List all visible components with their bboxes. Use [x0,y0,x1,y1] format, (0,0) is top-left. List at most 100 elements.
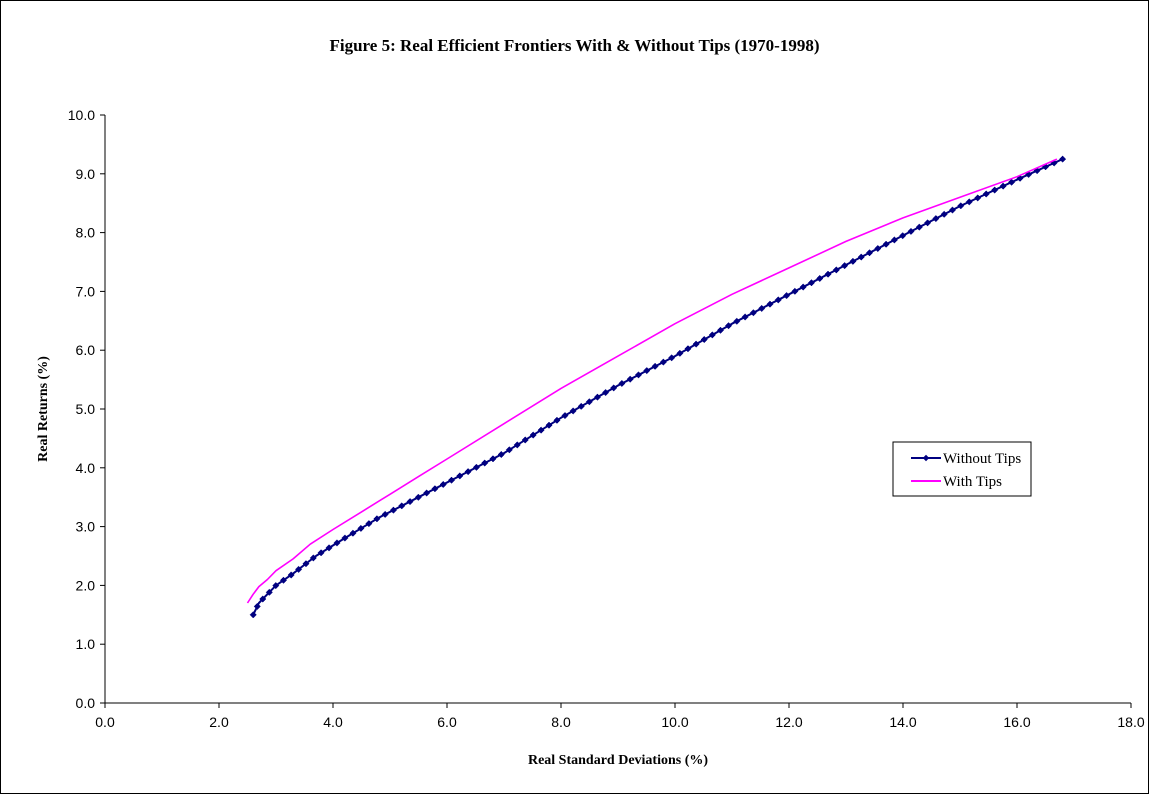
y-tick-label: 5.0 [76,401,96,417]
series-layer [246,155,1067,619]
data-point-without-tips [381,510,389,518]
data-point-without-tips [585,398,593,406]
data-point-without-tips [676,349,684,357]
data-point-without-tips [749,309,757,317]
data-point-without-tips [965,198,973,206]
y-tick-label: 8.0 [76,225,96,241]
data-point-without-tips [577,402,585,410]
data-point-without-tips [733,317,741,325]
data-point-without-tips [816,274,824,283]
data-point-without-tips [602,388,610,397]
data-point-without-tips [333,539,341,547]
data-point-without-tips [569,407,577,415]
data-point-without-tips [716,326,725,334]
data-point-without-tips [725,322,733,330]
data-point-without-tips [505,446,513,454]
data-point-without-tips [899,232,907,240]
data-point-without-tips [882,240,890,248]
data-point-without-tips [857,253,865,261]
data-point-without-tips [907,227,915,235]
data-point-without-tips [325,544,333,552]
data-point-without-tips [974,194,982,202]
data-point-without-tips [593,393,602,401]
data-point-without-tips [668,354,676,362]
legend-box [892,441,1032,497]
y-axis-label: Real Returns (%) [36,356,51,462]
legend-label-without-tips: Without Tips [943,451,1021,467]
x-tick-label: 16.0 [1003,714,1030,730]
data-point-without-tips [489,455,497,463]
y-tick-label: 6.0 [76,342,96,358]
x-tick-label: 12.0 [775,714,802,730]
data-point-without-tips [537,426,545,434]
data-point-without-tips [982,190,990,198]
data-point-without-tips [373,515,381,523]
legend: Without Tips With Tips [892,441,1032,497]
x-tick-label: 6.0 [437,714,457,730]
data-point-without-tips [634,371,643,379]
data-point-without-tips [865,249,874,257]
data-point-without-tips [758,304,766,312]
data-point-without-tips [259,595,267,603]
series-line-with-tips [246,158,1058,604]
data-point-without-tips [272,582,280,590]
x-tick-label: 18.0 [1117,714,1144,730]
data-point-without-tips [464,468,472,476]
data-point-without-tips [249,611,257,619]
data-point-without-tips [1059,155,1067,163]
data-point-without-tips [849,257,857,265]
data-point-without-tips [791,287,799,295]
data-point-without-tips [472,463,480,471]
data-point-without-tips [643,367,651,375]
data-point-without-tips [365,520,373,528]
data-point-without-tips [824,270,832,278]
data-point-without-tips [618,379,626,388]
chart-title: Figure 5: Real Efficient Frontiers With … [329,36,820,55]
y-tick-label: 4.0 [76,460,96,476]
y-tick-label: 2.0 [76,577,96,593]
data-point-without-tips [807,279,816,287]
data-point-without-tips [940,210,948,218]
y-tick-label: 3.0 [76,519,96,535]
legend-marker-without-tips [922,454,930,462]
data-point-without-tips [799,283,807,291]
data-point-without-tips [692,340,700,348]
data-point-without-tips [553,416,561,424]
data-point-without-tips [841,262,849,270]
data-point-without-tips [398,502,406,510]
data-point-without-tips [957,202,965,210]
data-point-without-tips [253,602,261,610]
data-point-without-tips [497,450,505,459]
data-point-without-tips [349,529,357,537]
data-point-without-tips [774,296,782,304]
x-tick-label: 4.0 [323,714,343,730]
data-point-without-tips [874,244,882,253]
data-point-without-tips [561,412,569,420]
data-point-without-tips [610,384,618,392]
axes: 0.0 1.0 2.0 3.0 4.0 5.0 6.0 7.0 8.0 9.0 10.0 0.0 2.0… [68,107,1145,730]
series-line-without-tips [252,158,1064,616]
data-point-without-tips [832,266,840,274]
x-tick-label: 0.0 [95,714,115,730]
x-tick-label: 14.0 [889,714,916,730]
data-point-without-tips [991,186,999,194]
data-point-without-tips [406,498,414,506]
data-point-without-tips [999,182,1007,190]
legend-label-with-tips: With Tips [943,474,1002,490]
data-point-without-tips [529,431,537,439]
x-axis-label: Real Standard Deviations (%) [528,753,708,768]
x-tick-label: 10.0 [661,714,688,730]
y-tick-label: 1.0 [76,636,96,652]
data-point-without-tips [766,300,774,308]
y-tick-label: 10.0 [68,107,95,123]
data-point-without-tips [890,236,898,244]
data-point-without-tips [265,588,273,596]
data-point-without-tips [915,223,923,231]
data-point-without-tips [741,313,749,321]
data-point-without-tips [545,421,553,429]
data-point-without-tips [783,292,791,300]
data-point-without-tips [447,476,456,484]
data-point-without-tips [302,560,310,568]
x-tick-label: 8.0 [551,714,571,730]
data-point-without-tips [287,571,295,579]
